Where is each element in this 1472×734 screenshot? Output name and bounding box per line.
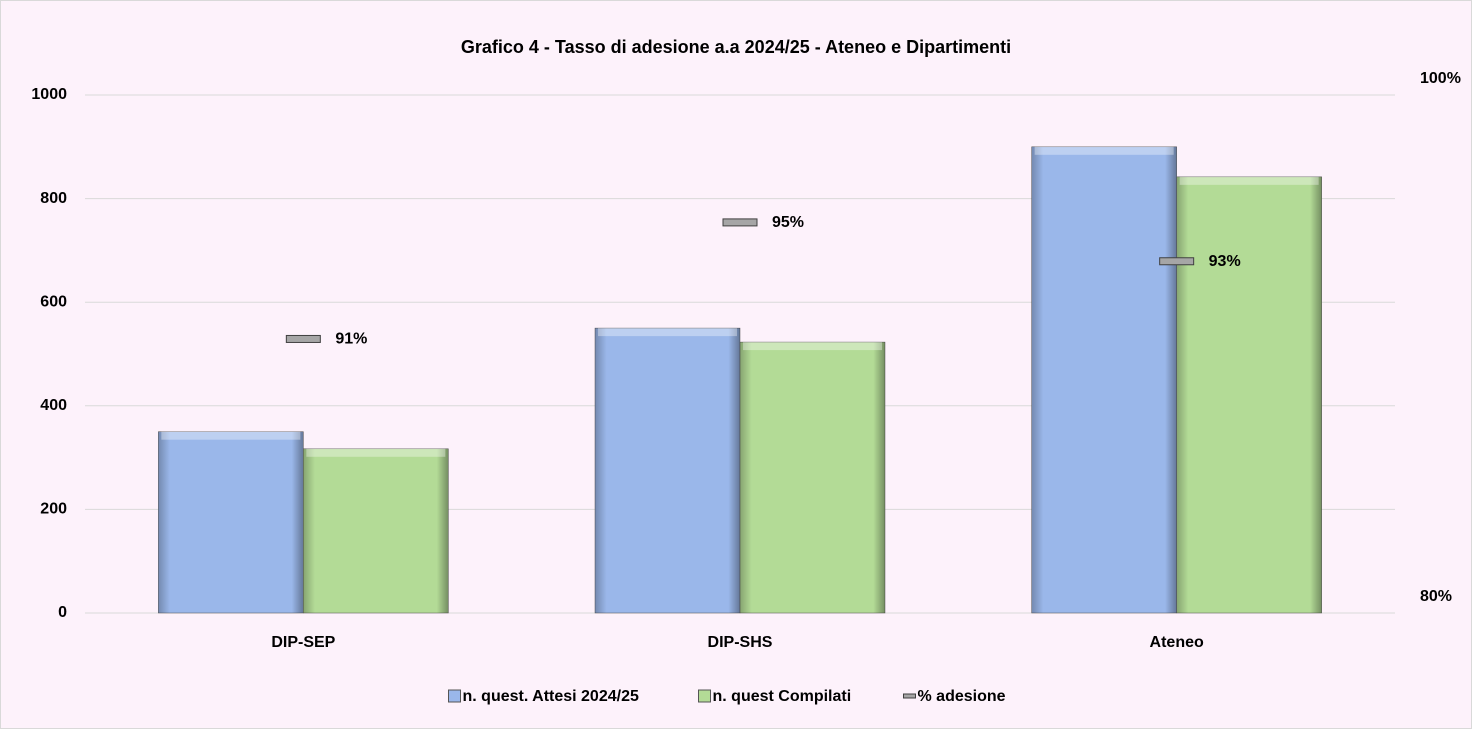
bar-bevel: [1034, 146, 1174, 155]
bar-shade: [303, 448, 449, 613]
bar-shade: [740, 342, 885, 613]
y-tick-label: 400: [40, 397, 67, 414]
x-tick-label: DIP-SHS: [708, 634, 773, 651]
bar-shade: [595, 328, 740, 613]
legend-swatch: [698, 689, 711, 703]
y-tick-label: 600: [40, 293, 67, 310]
bar-bevel: [161, 431, 301, 440]
data-label: 91%: [335, 331, 367, 348]
y-tick-label: 1000: [31, 86, 67, 103]
y-tick-label: 200: [40, 501, 67, 518]
bar-bevel: [743, 342, 882, 351]
legend-swatch: [903, 693, 916, 699]
data-label: 93%: [1209, 253, 1241, 270]
bar-bevel: [306, 448, 446, 457]
legend-label: n. quest. Attesi 2024/25: [463, 688, 639, 705]
data-label: 95%: [772, 214, 804, 231]
y-tick-label: 0: [58, 604, 67, 621]
marker: [285, 334, 321, 343]
x-tick-label: DIP-SEP: [271, 634, 335, 651]
y-tick-label: 800: [40, 190, 67, 207]
x-tick-label: Ateneo: [1150, 634, 1204, 651]
bar-bevel: [1179, 176, 1319, 185]
marker: [722, 218, 758, 227]
bar-shade: [1031, 146, 1177, 614]
bar-bevel: [598, 328, 737, 337]
bar-shade: [1176, 176, 1322, 613]
chart-title: Grafico 4 - Tasso di adesione a.a 2024/2…: [461, 37, 1011, 57]
y2-tick-label: 100%: [1420, 70, 1461, 87]
marker: [1159, 257, 1195, 266]
legend-label: n. quest Compilati: [713, 688, 852, 705]
legend-swatch: [448, 689, 461, 703]
y2-tick-label: 80%: [1420, 588, 1452, 605]
legend-label: % adesione: [918, 688, 1006, 705]
bar-shade: [158, 431, 304, 613]
